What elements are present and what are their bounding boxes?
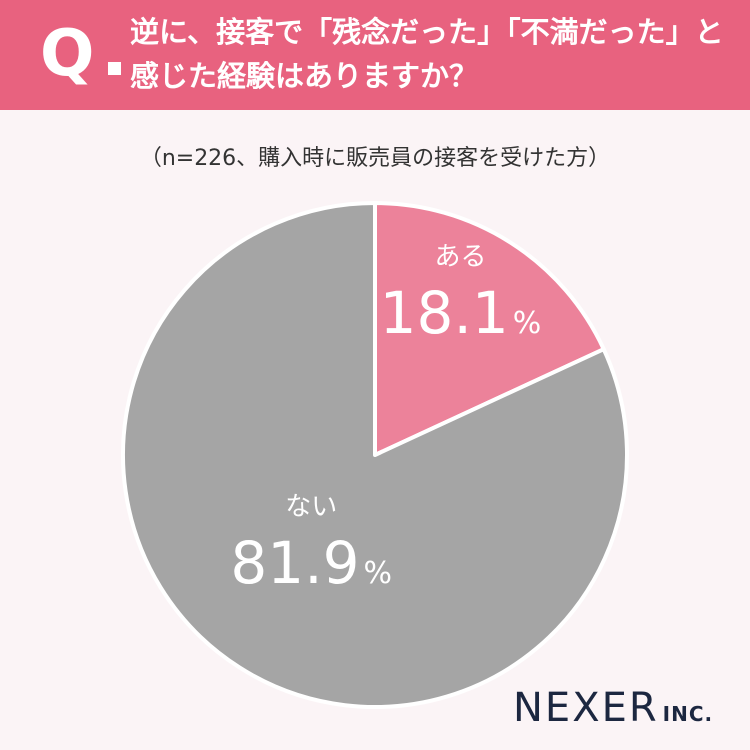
slice-value-label: 81.9% [230, 529, 392, 597]
question-mark-dot [108, 62, 121, 75]
logo-main: NEXER [513, 685, 659, 731]
sample-note: （n=226、購入時に販売員の接客を受けた方） [139, 146, 611, 171]
question-header: Q 逆に、接客で「残念だった」「不満だった」と 感じた経験はありますか？ [0, 0, 750, 110]
question-line-2: 感じた経験はありますか？ [130, 59, 479, 93]
slice-value-label: 18.1% [380, 279, 542, 347]
question-mark-q: Q [40, 17, 95, 91]
nexer-logo: NEXER INC. [513, 685, 713, 731]
slice-category-label: ある [434, 242, 486, 272]
slice-category-label: ない [285, 492, 337, 522]
logo-suffix: INC. [662, 702, 714, 726]
slice-nai [121, 201, 629, 709]
question-text: 逆に、接客で「残念だった」「不満だった」と 感じた経験はありますか？ [130, 10, 730, 98]
slice-aru [373, 201, 606, 457]
question-line-1: 逆に、接客で「残念だった」「不満だった」と [130, 15, 724, 49]
